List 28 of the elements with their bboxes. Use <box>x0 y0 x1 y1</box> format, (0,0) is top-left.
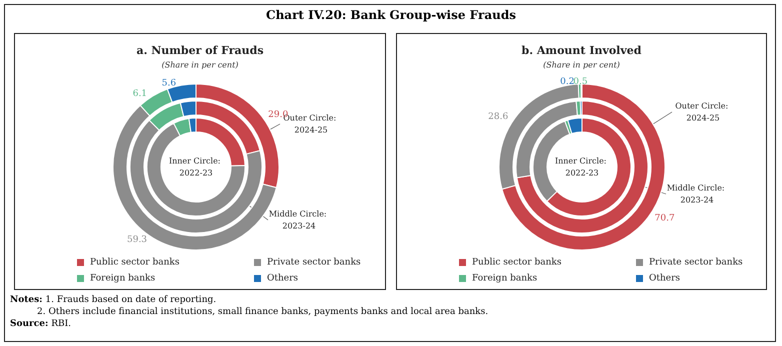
slice-label: Middle Circle: 2023-24 <box>268 210 330 230</box>
text: 2. Others include financial institutions, small finance banks, payments banks and local area banks. <box>36 306 488 318</box>
data-label: 0.5 <box>573 77 588 88</box>
slice-label: Inner Circle: 2022-23 <box>554 156 610 178</box>
data-label: 59.3 <box>126 234 148 245</box>
data-label: 5.6 <box>162 78 176 88</box>
slice-label: Outer Circle: 2024-25 <box>675 102 731 122</box>
data-label: 6.1 <box>132 89 148 100</box>
legend-label: Others <box>267 274 298 284</box>
data-label: 70.7 <box>654 213 675 224</box>
chart-subtitle: (Share in per cent) <box>162 60 238 70</box>
legend-label: Public sector banks <box>472 258 562 268</box>
legend-label: Foreign banks <box>90 274 156 284</box>
legend-label: Private sector banks <box>649 258 744 268</box>
legend-label: Foreign banks <box>472 274 538 284</box>
slice-label: Inner Circle: 2022-23 <box>168 156 224 178</box>
legend-label: Public sector banks <box>90 258 180 268</box>
chart-title: b. Amount Involved <box>522 44 642 57</box>
chart-subtitle: (Share in per cent) <box>543 60 620 70</box>
slice-label: Middle Circle: 2023-24 <box>666 184 728 204</box>
data-label: 0.2 <box>560 77 574 87</box>
source-note: Source: RBI. <box>10 318 72 330</box>
text: Chart IV.20: Bank Group-wise Frauds <box>265 8 517 22</box>
text: Notes: 1. Frauds based on date of reporting. <box>10 294 218 306</box>
legend-label: Others <box>649 274 680 284</box>
chart-title: a. Number of Frauds <box>136 44 264 57</box>
legend-label: Private sector banks <box>267 258 362 268</box>
data-label: 28.6 <box>488 112 508 122</box>
